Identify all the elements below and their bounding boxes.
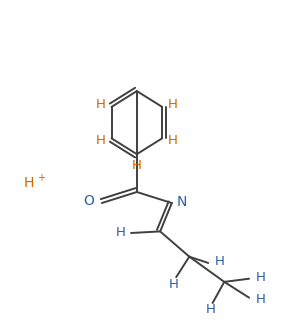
Text: H: H [255, 271, 265, 284]
Text: H: H [255, 293, 265, 306]
Text: H: H [168, 278, 178, 291]
Text: H: H [23, 176, 34, 189]
Text: +: + [37, 173, 45, 183]
Text: H: H [132, 159, 142, 172]
Text: H: H [116, 227, 126, 239]
Text: H: H [206, 303, 216, 317]
Text: O: O [84, 195, 94, 208]
Text: H: H [168, 134, 178, 147]
Text: H: H [96, 134, 105, 147]
Text: H: H [168, 98, 178, 111]
Text: N: N [177, 195, 187, 209]
Text: H: H [96, 98, 105, 111]
Text: H: H [215, 255, 225, 268]
